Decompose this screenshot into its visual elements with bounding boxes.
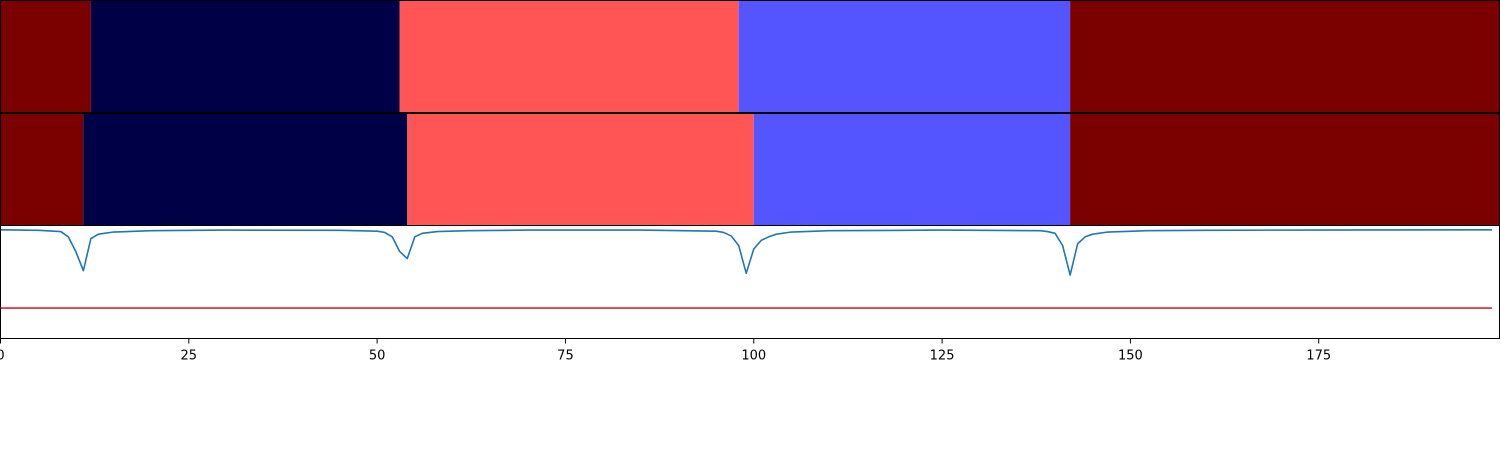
segment-predicted-3 bbox=[753, 113, 1071, 226]
x-tick-label: 25 bbox=[181, 349, 198, 364]
segment-predicted-4 bbox=[1070, 113, 1500, 226]
segment-true-0 bbox=[0, 0, 91, 113]
x-tick-label: 50 bbox=[369, 349, 386, 364]
segment-predicted-1 bbox=[83, 113, 408, 226]
segmentation-predicted-panel bbox=[0, 113, 1500, 226]
x-axis: 0 25 50 75 100 125 150 175 bbox=[0, 338, 1331, 364]
x-tick-label: 100 bbox=[741, 349, 766, 364]
segment-true-1 bbox=[90, 0, 400, 113]
score-line bbox=[0, 229, 1492, 276]
segment-true-2 bbox=[399, 0, 739, 113]
x-tick-label: 150 bbox=[1118, 349, 1143, 364]
x-tick-label: 0 bbox=[0, 349, 5, 364]
x-tick-label: 175 bbox=[1306, 349, 1331, 364]
segmentation-true-panel bbox=[0, 0, 1500, 113]
x-tick-label: 125 bbox=[930, 349, 955, 364]
segment-predicted-0 bbox=[0, 113, 84, 226]
score-plot-panel bbox=[0, 229, 1492, 309]
score-plot-frame bbox=[0, 225, 1500, 339]
x-tick-label: 75 bbox=[557, 349, 574, 364]
segment-predicted-2 bbox=[407, 113, 754, 226]
segment-true-3 bbox=[738, 0, 1071, 113]
segment-true-4 bbox=[1070, 0, 1500, 113]
